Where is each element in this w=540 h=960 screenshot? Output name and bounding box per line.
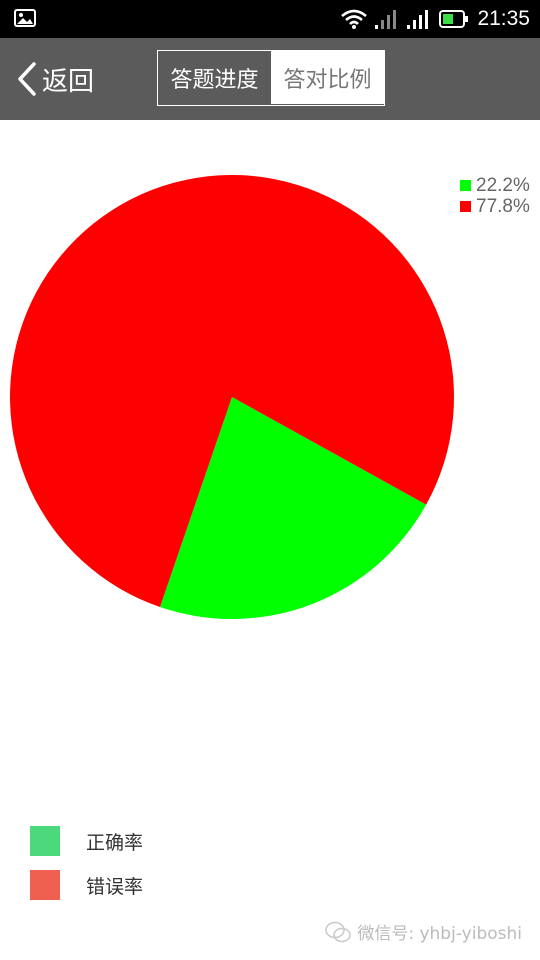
- percent-swatch-wrong: [460, 201, 471, 212]
- percent-swatch-correct: [460, 180, 471, 191]
- percent-label-correct: 22.2%: [476, 174, 530, 196]
- legend-label-wrong: 错误率: [86, 875, 144, 898]
- watermark: 微信号: yhbj-yiboshi: [325, 919, 522, 944]
- legend-swatch-wrong: [30, 870, 60, 900]
- percent-legend: 22.2% 77.8%: [460, 175, 530, 217]
- pie-slice-0: [160, 397, 427, 620]
- legend-item-correct: 正确率: [30, 825, 143, 857]
- signal-weak-icon: [375, 10, 397, 29]
- status-bar: 21:35: [0, 0, 540, 38]
- back-label: 返回: [42, 66, 95, 97]
- legend-swatch-correct: [30, 826, 60, 856]
- back-button[interactable]: 返回: [14, 58, 94, 100]
- wifi-icon: [341, 9, 368, 29]
- nav-bar: 返回 答题进度 答对比例: [0, 38, 540, 120]
- percent-legend-item: 22.2%: [460, 175, 530, 196]
- watermark-text: 微信号: yhbj-yiboshi: [357, 924, 522, 944]
- status-time: 21:35: [477, 7, 530, 30]
- percent-legend-item: 77.8%: [460, 196, 530, 217]
- percent-label-wrong: 77.8%: [476, 195, 530, 217]
- gallery-icon: [14, 9, 36, 27]
- battery-icon: [439, 10, 469, 28]
- tab-progress[interactable]: 答题进度: [158, 51, 271, 104]
- signal-icon: [407, 10, 429, 29]
- wechat-icon: [325, 921, 352, 942]
- chevron-left-icon: [18, 62, 36, 96]
- pie-slice-1: [10, 175, 455, 608]
- legend-item-wrong: 错误率: [30, 869, 143, 901]
- chart-legend: 正确率 错误率: [30, 825, 143, 913]
- tab-accuracy[interactable]: 答对比例: [271, 51, 384, 104]
- segmented-tabs: 答题进度 答对比例: [157, 50, 385, 106]
- pie-chart: [10, 175, 455, 620]
- legend-label-correct: 正确率: [86, 831, 144, 854]
